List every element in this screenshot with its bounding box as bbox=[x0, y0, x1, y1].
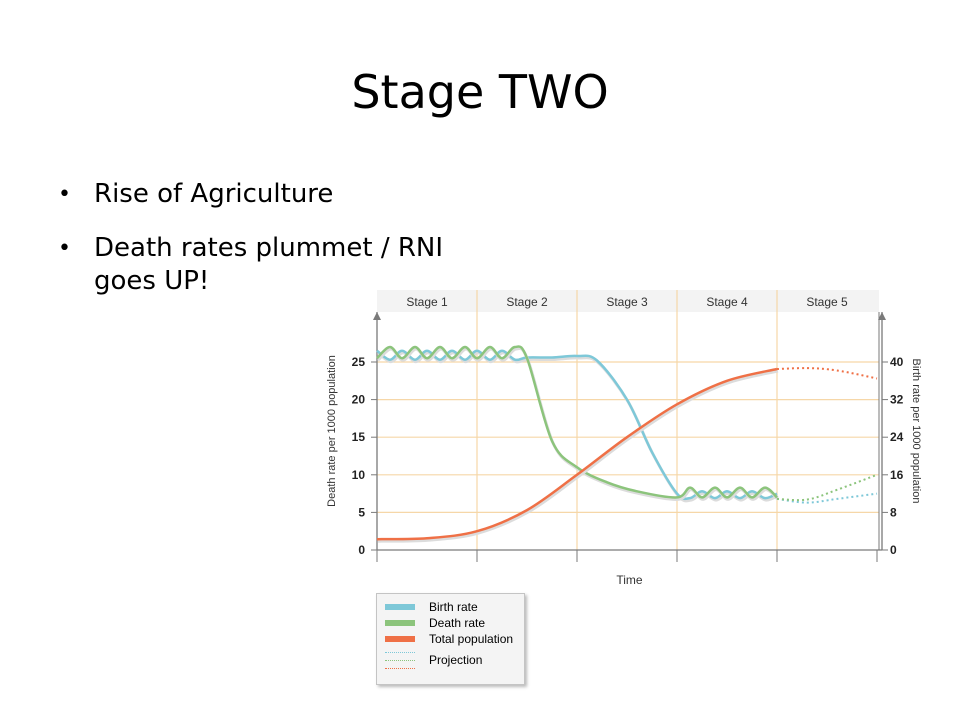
y-right-tick-label: 0 bbox=[890, 543, 897, 557]
y-right-tick-label: 16 bbox=[890, 468, 904, 482]
bullet-text: Death rates plummet / RNI goes UP! bbox=[94, 233, 444, 296]
legend-birth-label: Birth rate bbox=[429, 600, 478, 614]
x-axis-label: Time bbox=[616, 573, 643, 587]
birth-rate-line-shadow bbox=[377, 351, 779, 503]
legend-death-swatch bbox=[385, 620, 415, 626]
y-right-axis-label: Birth rate per 1000 population bbox=[910, 359, 922, 504]
chart-legend: Birth rate Death rate Total population P… bbox=[376, 593, 525, 685]
legend-population-label: Total population bbox=[429, 632, 514, 646]
legend-projection-population-swatch bbox=[385, 668, 415, 669]
stage-header-band bbox=[377, 290, 879, 312]
death-rate-line bbox=[376, 345, 778, 499]
bullet-dot: • bbox=[58, 236, 71, 261]
stage-label: Stage 5 bbox=[806, 295, 848, 309]
total-population-line bbox=[376, 367, 778, 541]
y-left-tick-label: 10 bbox=[352, 468, 366, 482]
right-axis-arrow bbox=[878, 312, 886, 320]
y-right-tick-label: 32 bbox=[890, 393, 904, 407]
birth-rate-projection bbox=[776, 492, 878, 504]
death-rate-projection bbox=[776, 473, 878, 502]
legend-death-label: Death rate bbox=[429, 616, 486, 630]
stage-label: Stage 4 bbox=[706, 295, 748, 309]
y-left-tick-label: 5 bbox=[358, 505, 365, 519]
bullet-item: • Rise of Agriculture bbox=[56, 178, 456, 211]
y-right-tick-label: 8 bbox=[890, 505, 897, 519]
legend-population-swatch bbox=[385, 636, 415, 642]
demographic-transition-chart: Stage 1 Stage 2 Stage 3 Stage 4 Stage 5 0 5 10 1… bbox=[326, 290, 922, 587]
bullet-item: • Death rates plummet / RNI goes UP! bbox=[56, 232, 456, 298]
slide-title: Stage TWO bbox=[351, 65, 609, 119]
y-right-tick-label: 40 bbox=[890, 355, 904, 369]
legend-projection-death-swatch bbox=[385, 660, 415, 661]
y-left-tick-label: 15 bbox=[352, 430, 366, 444]
bullet-text: Rise of Agriculture bbox=[94, 179, 334, 209]
stage-label: Stage 1 bbox=[406, 295, 448, 309]
bullet-dot: • bbox=[58, 182, 71, 207]
bullet-list: • Rise of Agriculture • Death rates plumme… bbox=[56, 178, 456, 319]
legend-projection-birth-swatch bbox=[385, 652, 415, 653]
birth-rate-line bbox=[376, 349, 778, 501]
y-left-tick-label: 0 bbox=[358, 543, 365, 557]
total-population-line-shadow bbox=[377, 369, 779, 543]
y-left-axis-label: Death rate per 1000 population bbox=[326, 355, 338, 507]
y-left-tick-label: 25 bbox=[352, 355, 366, 369]
legend-birth-swatch bbox=[385, 604, 415, 610]
stage-label: Stage 3 bbox=[606, 295, 648, 309]
left-axis-arrow bbox=[373, 312, 381, 320]
stage-label: Stage 2 bbox=[506, 295, 548, 309]
y-left-tick-label: 20 bbox=[352, 393, 366, 407]
legend-projection-label: Projection bbox=[429, 653, 483, 667]
population-projection bbox=[776, 367, 878, 380]
y-right-tick-label: 24 bbox=[890, 430, 904, 444]
